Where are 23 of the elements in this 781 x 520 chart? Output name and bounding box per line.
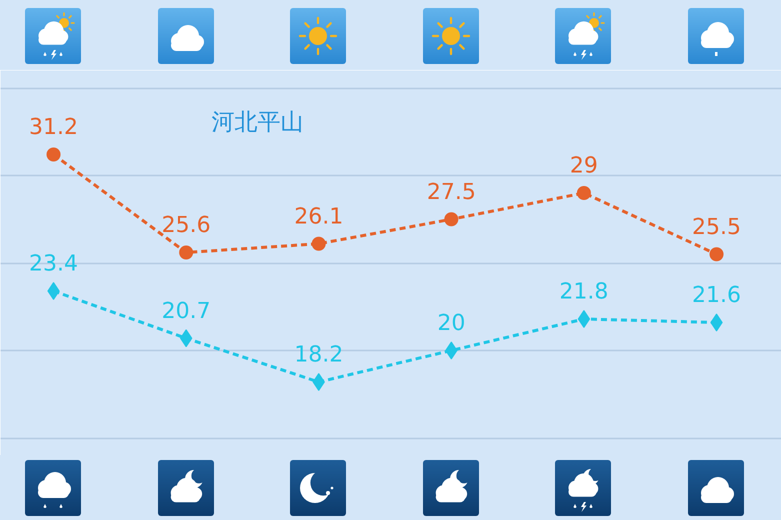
data-label: 25.6 bbox=[162, 213, 211, 238]
data-label: 20.7 bbox=[162, 298, 211, 324]
data-label: 23.4 bbox=[29, 252, 78, 276]
data-label: 25.5 bbox=[692, 214, 742, 240]
data-label: 18.2 bbox=[294, 342, 344, 368]
data-label: 26.1 bbox=[294, 204, 344, 230]
data-label: 21.6 bbox=[692, 283, 742, 308]
point bbox=[312, 236, 326, 251]
point bbox=[47, 282, 60, 300]
data-label: 20 bbox=[437, 311, 466, 336]
point bbox=[444, 212, 458, 226]
point bbox=[710, 247, 724, 262]
data-label: 27.5 bbox=[426, 180, 476, 205]
point bbox=[180, 329, 192, 348]
data-label: 21.8 bbox=[559, 280, 608, 304]
point bbox=[578, 310, 590, 328]
text: 河北平山 bbox=[212, 110, 304, 136]
point bbox=[710, 314, 723, 332]
point bbox=[179, 246, 194, 260]
data-label: 29 bbox=[570, 154, 598, 178]
point bbox=[576, 186, 591, 200]
point bbox=[46, 148, 61, 162]
data-label: 31.2 bbox=[29, 115, 78, 140]
